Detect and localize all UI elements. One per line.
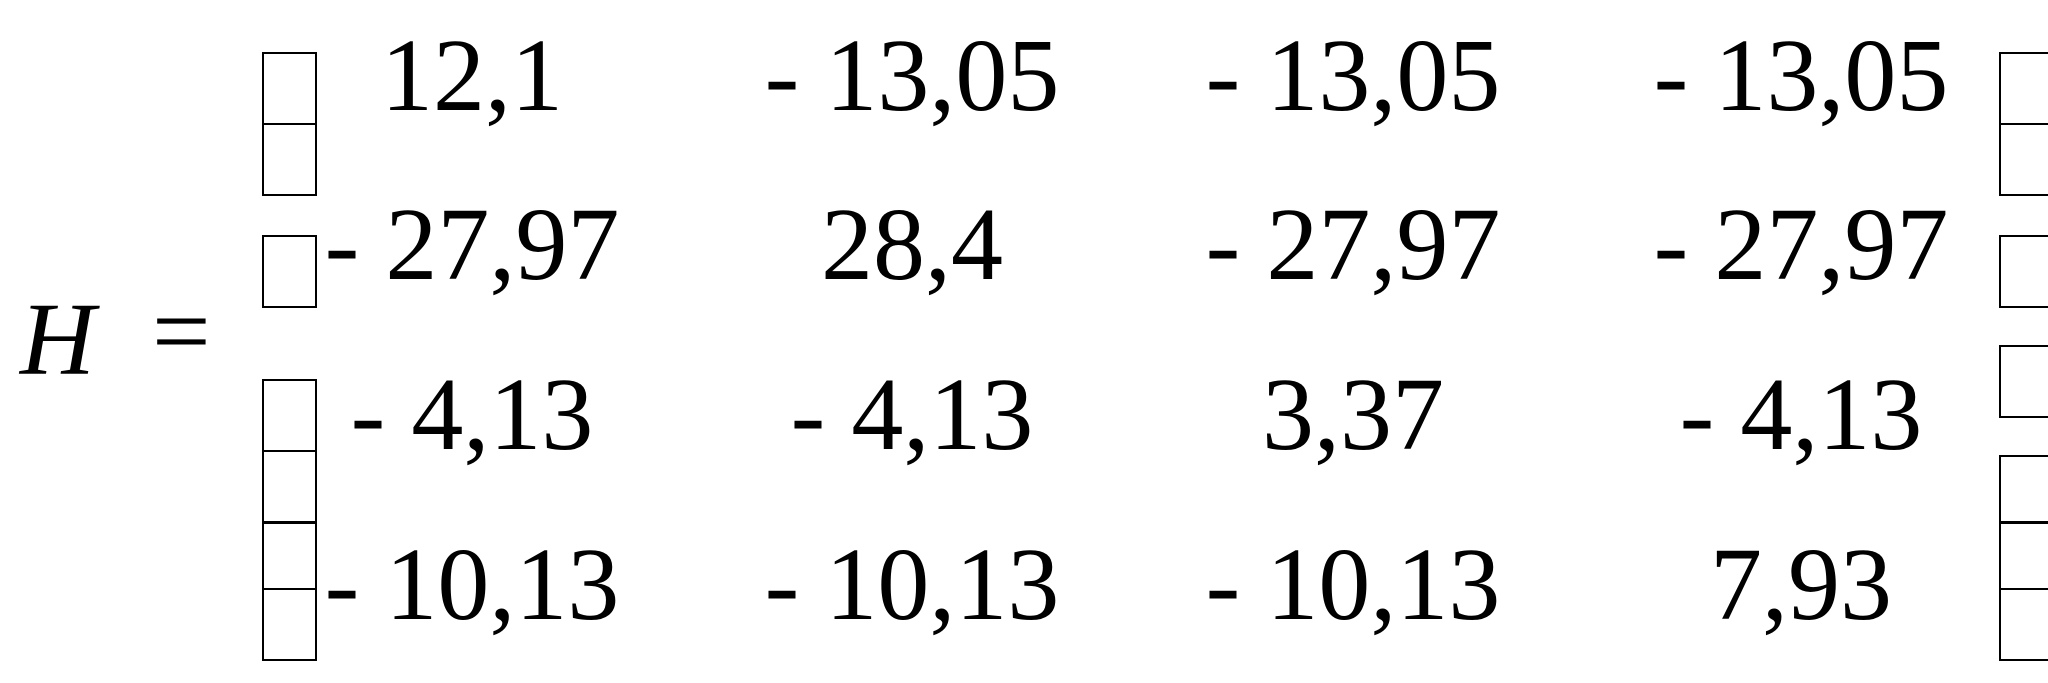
missing-glyph-icon [1999, 588, 2048, 661]
matrix-symbol: H [20, 282, 96, 397]
matrix-cell-r4-c3: - 10,13 [1205, 527, 1501, 642]
matrix-cell-r1-c2: - 13,05 [764, 18, 1060, 133]
matrix-cell-r1-c1: 12,1 [381, 18, 563, 133]
missing-glyph-icon [262, 588, 317, 661]
equals-sign: = [152, 274, 211, 389]
missing-glyph-icon [1999, 522, 2048, 590]
matrix-cell-r4-c1: - 10,13 [324, 527, 620, 642]
missing-glyph-icon [1999, 455, 2048, 523]
matrix-cell-r1-c4: - 13,05 [1653, 18, 1949, 133]
matrix-cell-r3-c1: - 4,13 [350, 357, 594, 472]
missing-glyph-icon [1999, 52, 2048, 125]
matrix-cell-r2-c2: 28,4 [821, 187, 1003, 302]
missing-glyph-icon [1999, 123, 2048, 196]
matrix-cell-r4-c2: - 10,13 [764, 527, 1060, 642]
missing-glyph-icon [1999, 345, 2048, 418]
matrix-cell-r3-c3: 3,37 [1262, 357, 1444, 472]
matrix-cell-r4-c4: 7,93 [1710, 527, 1892, 642]
missing-glyph-icon [262, 52, 317, 125]
matrix-cell-r2-c3: - 27,97 [1205, 187, 1501, 302]
matrix-cell-r2-c4: - 27,97 [1653, 187, 1949, 302]
missing-glyph-icon [262, 235, 317, 308]
matrix-cell-r1-c3: - 13,05 [1205, 18, 1501, 133]
missing-glyph-icon [262, 522, 317, 590]
missing-glyph-icon [1999, 235, 2048, 308]
matrix-cell-r3-c4: - 4,13 [1679, 357, 1923, 472]
missing-glyph-icon [262, 379, 317, 452]
missing-glyph-icon [262, 450, 317, 523]
missing-glyph-icon [262, 123, 317, 196]
matrix-cell-r3-c2: - 4,13 [790, 357, 1034, 472]
matrix-cell-r2-c1: - 27,97 [324, 187, 620, 302]
